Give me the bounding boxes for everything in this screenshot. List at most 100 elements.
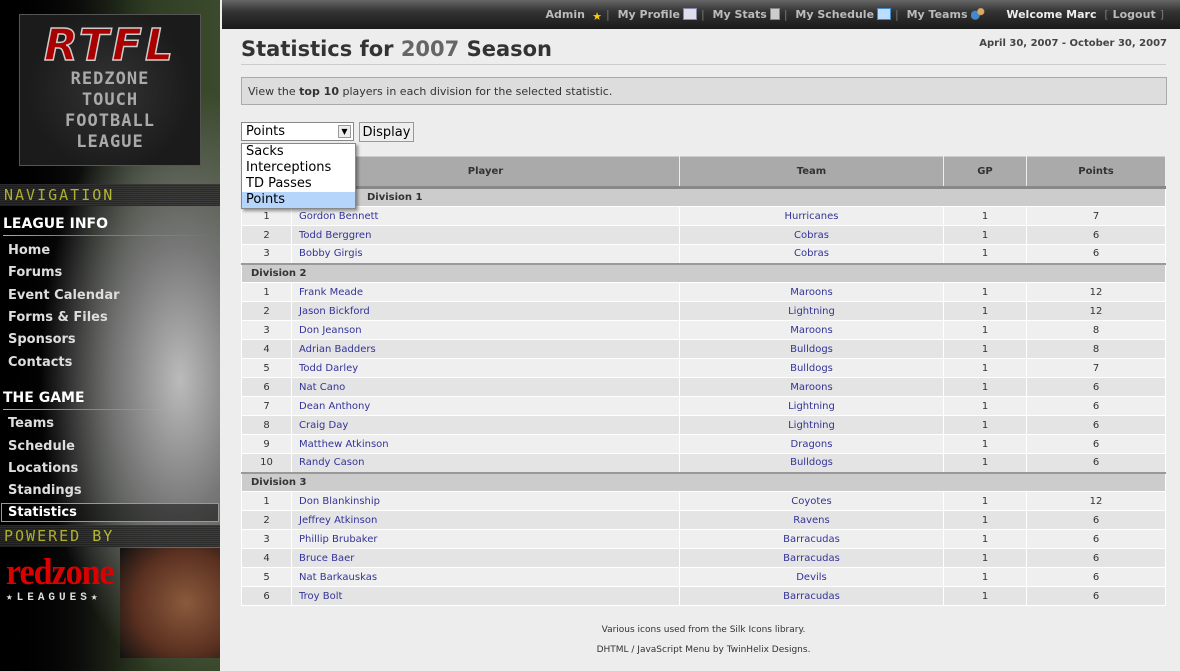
table-row: 3 Don Jeanson Maroons 1 8: [241, 320, 1166, 340]
nav-sponsors[interactable]: Sponsors: [8, 332, 76, 347]
option-sacks[interactable]: Sacks: [246, 144, 284, 159]
footer-credits-menu: DHTML / JavaScript Menu by TwinHelix Des…: [596, 645, 811, 655]
calendar-icon: [877, 8, 892, 20]
redzone-leagues-logo[interactable]: redzone ★LEAGUES★: [6, 554, 115, 604]
nav-schedule[interactable]: Schedule: [8, 439, 75, 454]
logo-abbr: RTFL: [43, 20, 176, 71]
my-teams-link[interactable]: My Teams: [907, 8, 985, 21]
sidebar: RTFL REDZONE TOUCH FOOTBALL LEAGUE NAVIG…: [0, 0, 220, 671]
cell-team[interactable]: Cobras: [679, 244, 944, 264]
nav-home[interactable]: Home: [8, 243, 51, 258]
cell-points: 6: [1026, 396, 1166, 416]
nav-contacts[interactable]: Contacts: [8, 355, 73, 370]
display-button[interactable]: Display: [359, 122, 414, 142]
cell-points: 6: [1026, 415, 1166, 435]
cell-player[interactable]: Frank Meade: [291, 282, 680, 302]
cell-player[interactable]: Gordon Bennett: [291, 206, 680, 226]
cell-player[interactable]: Jeffrey Atkinson: [291, 510, 680, 530]
nav-standings[interactable]: Standings: [8, 483, 82, 498]
cell-team[interactable]: Bulldogs: [679, 339, 944, 359]
cell-team[interactable]: Barracudas: [679, 586, 944, 606]
cell-team[interactable]: Bulldogs: [679, 453, 944, 473]
cell-gp: 1: [943, 415, 1027, 435]
table-row: 5 Nat Barkauskas Devils 1 6: [241, 567, 1166, 587]
cell-points: 12: [1026, 301, 1166, 321]
cell-player[interactable]: Craig Day: [291, 415, 680, 435]
my-schedule-link[interactable]: My Schedule: [795, 8, 892, 21]
cell-player[interactable]: Matthew Atkinson: [291, 434, 680, 454]
cell-gp: 1: [943, 453, 1027, 473]
cell-team[interactable]: Maroons: [679, 282, 944, 302]
nav-forms-files[interactable]: Forms & Files: [8, 310, 108, 325]
cell-player[interactable]: Bobby Girgis: [291, 244, 680, 264]
cell-player[interactable]: Jason Bickford: [291, 301, 680, 321]
header-points[interactable]: Points: [1026, 155, 1166, 189]
my-stats-link[interactable]: My Stats: [713, 8, 780, 21]
cell-player[interactable]: Bruce Baer: [291, 548, 680, 568]
title-prefix: Statistics for: [241, 37, 394, 61]
table-row: 9 Matthew Atkinson Dragons 1 6: [241, 434, 1166, 454]
admin-link[interactable]: Admin ★: [546, 8, 602, 23]
league-logo[interactable]: RTFL REDZONE TOUCH FOOTBALL LEAGUE: [19, 14, 201, 166]
info-bold: top 10: [299, 85, 339, 98]
cell-team[interactable]: Ravens: [679, 510, 944, 530]
cell-team[interactable]: Maroons: [679, 320, 944, 340]
cell-player[interactable]: Nat Cano: [291, 377, 680, 397]
cell-rank: 7: [241, 396, 292, 416]
cell-team[interactable]: Barracudas: [679, 548, 944, 568]
group-icon: [970, 8, 985, 20]
nav-teams[interactable]: Teams: [8, 416, 55, 431]
cell-team[interactable]: Maroons: [679, 377, 944, 397]
cell-points: 6: [1026, 244, 1166, 264]
cell-team[interactable]: Barracudas: [679, 529, 944, 549]
header-gp[interactable]: GP: [943, 155, 1027, 189]
cell-player[interactable]: Don Jeanson: [291, 320, 680, 340]
cell-points: 7: [1026, 206, 1166, 226]
cell-points: 6: [1026, 510, 1166, 530]
nav-statistics[interactable]: Statistics: [1, 503, 219, 522]
table-row: 4 Adrian Badders Bulldogs 1 8: [241, 339, 1166, 359]
cell-team[interactable]: Coyotes: [679, 491, 944, 511]
season-date-range: April 30, 2007 - October 30, 2007: [979, 38, 1167, 49]
cell-player[interactable]: Dean Anthony: [291, 396, 680, 416]
cell-player[interactable]: Troy Bolt: [291, 586, 680, 606]
cell-rank: 5: [241, 358, 292, 378]
table-row: 1 Gordon Bennett Hurricanes 1 7: [241, 206, 1166, 226]
cell-player[interactable]: Todd Berggren: [291, 225, 680, 245]
cell-player[interactable]: Phillip Brubaker: [291, 529, 680, 549]
cell-team[interactable]: Bulldogs: [679, 358, 944, 378]
option-points[interactable]: Points: [242, 192, 355, 208]
cell-team[interactable]: Hurricanes: [679, 206, 944, 226]
cell-team[interactable]: Lightning: [679, 415, 944, 435]
table-row: 5 Todd Darley Bulldogs 1 7: [241, 358, 1166, 378]
option-td-passes[interactable]: TD Passes: [246, 176, 312, 191]
cell-player[interactable]: Adrian Badders: [291, 339, 680, 359]
chevron-down-icon[interactable]: ▼: [338, 125, 351, 138]
star-icon: ★: [592, 10, 602, 23]
logout-link[interactable]: Logout: [1112, 8, 1156, 21]
table-row: 2 Todd Berggren Cobras 1 6: [241, 225, 1166, 245]
nav-forums[interactable]: Forums: [8, 265, 63, 280]
cell-gp: 1: [943, 586, 1027, 606]
info-text: View the: [248, 85, 300, 98]
option-interceptions[interactable]: Interceptions: [246, 160, 332, 175]
cell-team[interactable]: Dragons: [679, 434, 944, 454]
league-info-heading: LEAGUE INFO: [3, 216, 213, 236]
my-profile-link[interactable]: My Profile: [618, 8, 697, 21]
nav-locations[interactable]: Locations: [8, 461, 79, 476]
statistic-select[interactable]: Points ▼: [241, 122, 354, 141]
cell-rank: 2: [241, 225, 292, 245]
table-row: 2 Jeffrey Atkinson Ravens 1 6: [241, 510, 1166, 530]
nav-event-calendar[interactable]: Event Calendar: [8, 288, 120, 303]
cell-gp: 1: [943, 282, 1027, 302]
cell-gp: 1: [943, 491, 1027, 511]
cell-player[interactable]: Nat Barkauskas: [291, 567, 680, 587]
header-team[interactable]: Team: [679, 155, 944, 189]
cell-player[interactable]: Todd Darley: [291, 358, 680, 378]
cell-player[interactable]: Randy Cason: [291, 453, 680, 473]
cell-player[interactable]: Don Blankinship: [291, 491, 680, 511]
cell-team[interactable]: Devils: [679, 567, 944, 587]
cell-team[interactable]: Lightning: [679, 301, 944, 321]
cell-team[interactable]: Lightning: [679, 396, 944, 416]
cell-team[interactable]: Cobras: [679, 225, 944, 245]
